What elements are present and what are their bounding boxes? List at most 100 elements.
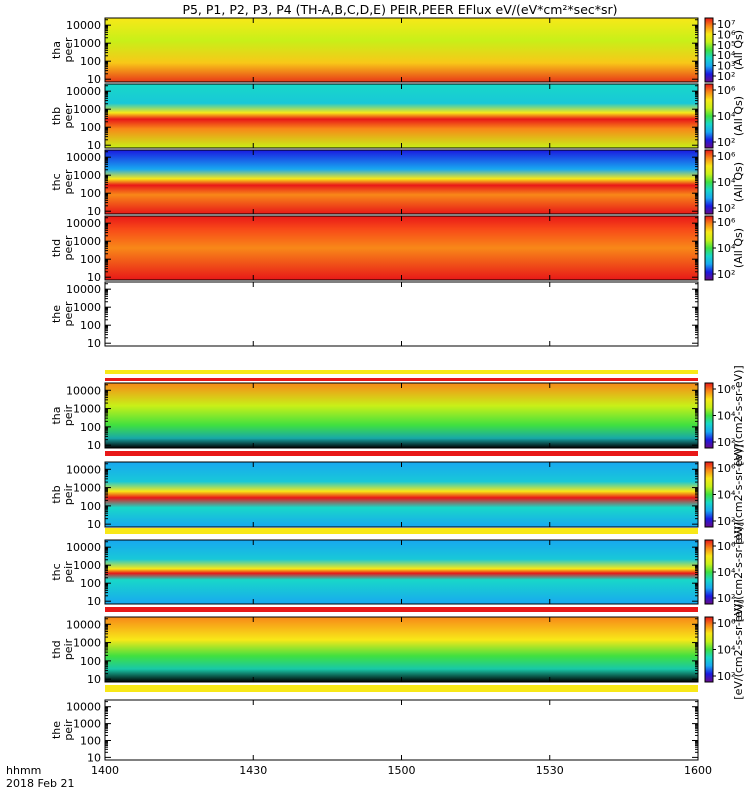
y-label-species: peir <box>62 404 75 426</box>
spectrogram-fill <box>105 462 698 527</box>
y-tick-label: 10000 <box>66 384 101 397</box>
colorbar <box>704 461 714 528</box>
colorbar-tick-label: 10⁶ <box>717 216 736 229</box>
y-tick-label: 1000 <box>73 482 101 495</box>
y-tick-label: 1000 <box>73 718 101 731</box>
colorbar-tick-label: 10⁴ <box>717 49 736 62</box>
spectrogram-fill <box>105 150 698 214</box>
panel-thc-peer: 10000 1000 100 10 thc peer 10⁶ 10⁴ 10²(All Qs) <box>50 149 745 218</box>
colorbar-tick-label: 10⁶ <box>717 84 736 97</box>
y-label-probe: thb <box>50 107 63 125</box>
spectrogram-fill <box>105 617 698 682</box>
colorbar-units: [eV/(cm2-s-sr-eV)] <box>732 522 745 622</box>
spectrogram-fill <box>105 216 698 280</box>
y-tick-label: 1000 <box>73 103 101 116</box>
y-tick-label: 1000 <box>73 169 101 182</box>
colorbar-tick-label: 10² <box>717 136 735 149</box>
y-tick-label: 10 <box>87 73 101 86</box>
colorbar-units: [eV/(cm2-s-sr-eV)] <box>732 444 745 544</box>
y-tick-label: 10000 <box>66 541 101 554</box>
colorbar <box>704 539 714 605</box>
y-label-probe: the <box>50 721 63 739</box>
flag-stripe <box>105 378 698 381</box>
colorbar-tick-label: 10⁶ <box>717 383 736 396</box>
colorbar <box>704 215 714 281</box>
colorbar-tick-label: 10⁶ <box>717 540 736 553</box>
colorbar-tick-label: 10² <box>717 268 735 281</box>
y-tick-label: 100 <box>80 319 101 332</box>
colorbar-tick-label: 10⁶ <box>717 617 736 630</box>
y-label-species: peir <box>62 638 75 660</box>
date-label: 2018 Feb 21 <box>6 777 74 790</box>
colorbar-tick-label: 10⁷ <box>717 18 735 31</box>
y-tick-label: 1000 <box>73 37 101 50</box>
colorbar-tick-label: 10² <box>717 670 735 683</box>
y-label-probe: thb <box>50 485 63 503</box>
panel-thd-peer: 10000 1000 100 10 thd peer 10⁶ 10⁴ 10²(All Qs) <box>50 215 745 284</box>
y-tick-label: 10 <box>87 337 101 350</box>
colorbar-tick-label: 10⁴ <box>717 410 736 423</box>
y-label-species: peer <box>62 37 75 63</box>
y-label-species: peir <box>62 719 75 741</box>
y-label-species: peer <box>62 301 75 327</box>
y-label-probe: thc <box>50 173 63 190</box>
y-tick-label: 10000 <box>66 618 101 631</box>
y-label-probe: tha <box>50 406 63 424</box>
y-label-probe: the <box>50 305 63 323</box>
x-axis-title: hhmm <box>6 764 41 777</box>
flag-stripe <box>105 607 698 612</box>
flag-stripe <box>105 451 698 456</box>
x-tick-label: 1400 <box>91 764 119 777</box>
x-tick-label: 1530 <box>536 764 564 777</box>
colorbar-tick-label: 10⁴ <box>717 644 736 657</box>
y-tick-label: 100 <box>80 253 101 266</box>
panel-thc-peir: 10000 1000 100 10 thc peir 10⁶ 10⁴ 10²[eV/(cm2-s… <box>50 522 745 622</box>
y-tick-label: 10 <box>87 673 101 686</box>
colorbar-units: (All Qs) <box>732 96 745 136</box>
y-tick-label: 100 <box>80 655 101 668</box>
y-label-probe: thd <box>50 239 63 257</box>
colorbar-tick-label: 10² <box>717 515 735 528</box>
colorbar-tick-label: 10⁶ <box>717 462 736 475</box>
y-tick-label: 100 <box>80 187 101 200</box>
colorbar-tick-label: 10² <box>717 70 735 83</box>
colorbar-tick-label: 10⁴ <box>717 242 736 255</box>
y-tick-label: 10000 <box>66 463 101 476</box>
panel-frame <box>104 281 699 347</box>
panel-frame <box>104 699 699 761</box>
y-tick-label: 100 <box>80 577 101 590</box>
y-tick-label: 10 <box>87 751 101 764</box>
flag-stripe <box>105 370 698 374</box>
y-label-species: peer <box>62 169 75 195</box>
colorbar-units: (All Qs) <box>732 228 745 268</box>
y-tick-label: 10000 <box>66 151 101 164</box>
y-label-species: peir <box>62 483 75 505</box>
y-tick-label: 10000 <box>66 19 101 32</box>
colorbar-tick-label: 10² <box>717 202 735 215</box>
y-tick-label: 10000 <box>66 85 101 98</box>
colorbar-units: [eV/(cm2-s-sr-eV)] <box>732 365 745 465</box>
panel-thb-peer: 10000 1000 100 10 thb peer 10⁶ 10⁴ 10²(All Qs) <box>50 83 745 152</box>
y-tick-label: 1000 <box>73 403 101 416</box>
y-tick-label: 10 <box>87 518 101 531</box>
y-tick-label: 10 <box>87 271 101 284</box>
panel-thd-peir: 10000 1000 100 10 thd peir 10⁶ 10⁴ 10²[eV/(cm2-s… <box>50 599 745 699</box>
colorbar-units: (All Qs) <box>732 30 745 70</box>
x-tick-label: 1600 <box>684 764 712 777</box>
y-tick-label: 1000 <box>73 559 101 572</box>
flag-stripe <box>105 685 698 692</box>
y-label-species: peer <box>62 235 75 261</box>
colorbar-tick-label: 10² <box>717 436 735 449</box>
y-tick-label: 1000 <box>73 637 101 650</box>
colorbar-tick-label: 10³ <box>717 60 735 73</box>
colorbar-tick-label: 10⁴ <box>717 176 736 189</box>
colorbar <box>704 17 714 83</box>
spectrogram-fill <box>105 84 698 148</box>
colorbar-units: [eV/(cm2-s-sr-eV)] <box>732 599 745 699</box>
panel-the-peer: 10000 1000 100 10 the peer <box>50 281 699 350</box>
colorbar-tick-label: 10⁶ <box>717 150 736 163</box>
spectrogram-fill <box>105 540 698 604</box>
colorbar-tick-label: 10⁵ <box>717 39 735 52</box>
